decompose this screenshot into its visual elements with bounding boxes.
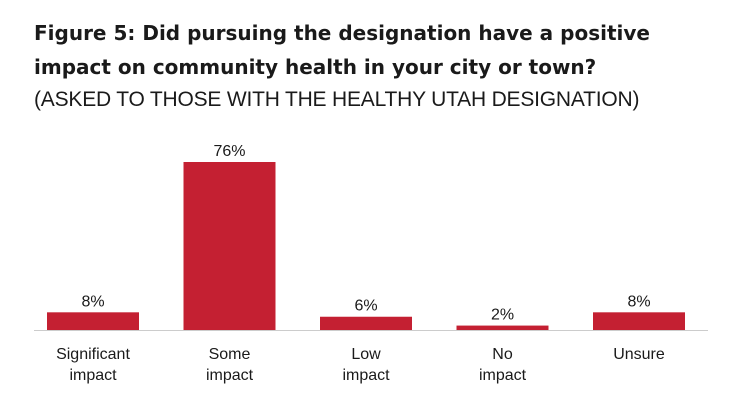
bar-0 xyxy=(47,312,139,330)
value-labels-group: 8% 76% 6% 2% 8% xyxy=(81,143,650,324)
bars-group xyxy=(47,162,685,330)
category-label-2-line-1: impact xyxy=(342,367,390,384)
category-label-4-line-0: Unsure xyxy=(613,346,665,363)
category-labels-group: Significant impact Some impact Low impact No im… xyxy=(56,346,665,384)
value-label-2: 6% xyxy=(354,298,377,315)
bar-2 xyxy=(320,316,412,330)
bar-1 xyxy=(183,162,276,330)
chart-subtitle: (ASKED TO THOSE WITH THE HEALTHY UTAH DE… xyxy=(34,88,640,111)
category-label-0-line-1: impact xyxy=(69,367,117,384)
category-label-3-line-0: No xyxy=(492,346,513,363)
category-label-1-line-0: Some xyxy=(209,346,251,363)
value-label-1: 76% xyxy=(213,143,245,160)
category-label-1-line-1: impact xyxy=(206,367,254,384)
value-label-0: 8% xyxy=(81,293,104,310)
bar-4 xyxy=(593,312,685,330)
category-label-0-line-0: Significant xyxy=(56,346,130,363)
chart-title: Figure 5: Did pursuing the designation h… xyxy=(34,21,650,79)
category-label-3-line-1: impact xyxy=(479,367,527,384)
bar-3 xyxy=(456,325,549,330)
value-label-4: 8% xyxy=(627,293,650,310)
value-label-3: 2% xyxy=(491,307,514,324)
category-label-2-line-0: Low xyxy=(351,346,381,363)
